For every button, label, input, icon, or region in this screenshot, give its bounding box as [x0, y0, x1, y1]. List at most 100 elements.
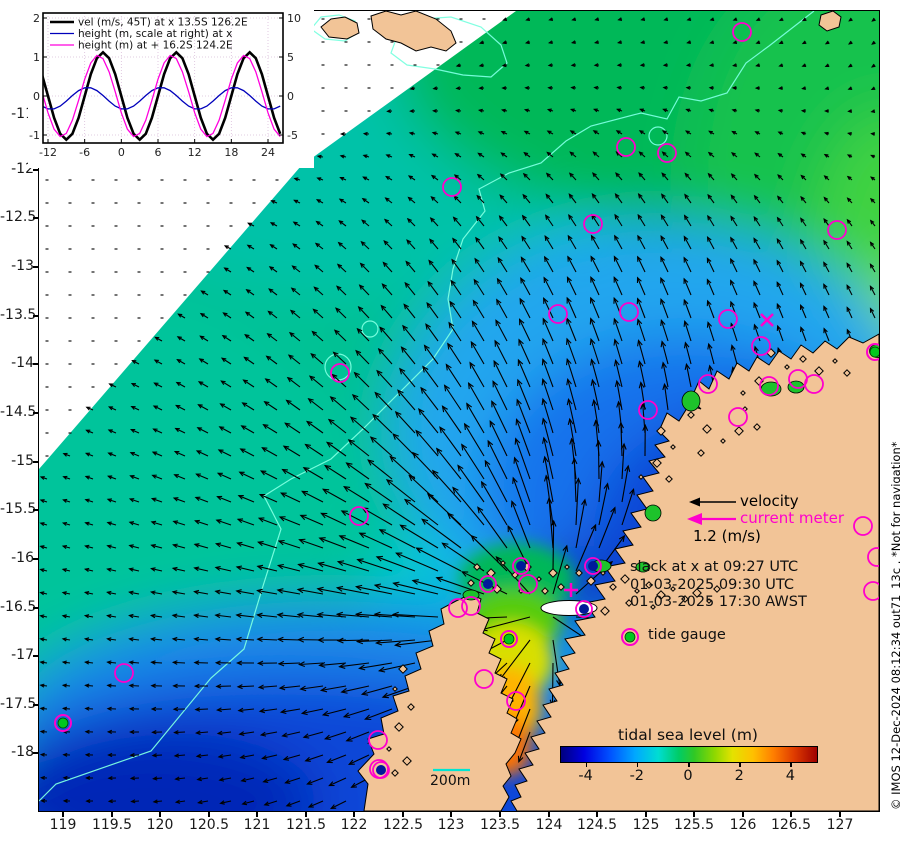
x-axis-tick-label: 122	[340, 817, 368, 833]
inset-legend-item: height (m) at + 16.2S 124.2E	[78, 40, 233, 52]
y-axis-tick-mark	[33, 266, 38, 268]
colorbar-gradient	[560, 746, 818, 763]
island-top-right	[818, 11, 842, 32]
tide-gauge-icon	[57, 717, 69, 729]
x-axis-tick-label: 122.5	[382, 817, 424, 833]
x-axis-tick-mark	[208, 812, 210, 817]
islet	[500, 560, 506, 566]
current-meter-legend-label: current meter	[740, 509, 844, 527]
current-meter-marker	[867, 547, 879, 567]
current-meter-marker	[575, 600, 593, 618]
x-axis-tick-label: 119	[49, 817, 77, 833]
current-meter-marker	[330, 363, 350, 383]
current-meter-marker	[372, 761, 390, 779]
islet	[670, 444, 676, 450]
y-axis-tick-label: -15	[11, 453, 34, 469]
x-axis-tick-label: 125	[632, 817, 660, 833]
islet	[670, 586, 676, 592]
svg-text:5: 5	[287, 51, 294, 64]
islet	[398, 664, 408, 674]
x-axis-tick-mark	[790, 812, 792, 817]
islet	[638, 474, 644, 480]
moored-instrument-dot	[516, 561, 526, 571]
x-axis-tick-label: 119.5	[91, 817, 133, 833]
x-axis-tick-label: 121.5	[285, 817, 327, 833]
current-meter-marker	[114, 663, 134, 683]
x-axis-tick-mark	[450, 812, 452, 817]
islet	[402, 756, 412, 766]
islet	[832, 358, 838, 364]
x-axis-tick-label: 127	[826, 817, 854, 833]
x-axis-tick-mark	[839, 812, 841, 817]
tide-gauge-legend-icon	[624, 631, 636, 643]
colorbar-tick-mark	[636, 763, 639, 767]
x-axis-tick-label: 120	[146, 817, 174, 833]
islet	[391, 769, 399, 777]
x-axis-tick-mark	[111, 812, 113, 817]
x-axis-tick-mark	[256, 812, 258, 817]
islet	[656, 426, 666, 436]
islet	[687, 411, 695, 419]
x-axis-tick-mark	[159, 812, 161, 817]
islet	[557, 583, 565, 591]
current-meter-marker	[853, 516, 873, 536]
y-axis-tick-label: -16.5	[0, 599, 37, 615]
tide-gauge-icon	[869, 346, 879, 358]
y-axis-tick-mark	[33, 412, 38, 414]
current-meter-marker	[751, 336, 771, 356]
svg-text:-12: -12	[39, 146, 57, 159]
islet	[740, 390, 746, 396]
x-axis-tick-label: 126	[729, 817, 757, 833]
tide-gauge-legend-label: tide gauge	[648, 627, 726, 643]
x-axis-tick-mark	[548, 812, 550, 817]
inset-legend-item: height (m, scale at right) at x	[78, 28, 232, 40]
inset-series-2	[43, 54, 281, 138]
current-meter-marker	[474, 669, 494, 689]
current-meter-marker	[728, 407, 748, 427]
inset-legend-item: vel (m/s, 45T) at x 13.5S 126.2E	[78, 17, 248, 29]
current-meter-marker	[759, 376, 779, 396]
y-axis-tick-label: -16	[11, 550, 34, 566]
svg-text:24: 24	[261, 146, 275, 159]
y-axis-tick-mark	[33, 217, 38, 219]
current-meter-marker	[548, 304, 568, 324]
y-axis-tick-mark	[33, 461, 38, 463]
current-meter-marker	[442, 177, 462, 197]
svg-text:6: 6	[154, 146, 161, 159]
x-axis-tick-label: 120.5	[188, 817, 230, 833]
land-polygons	[320, 11, 879, 811]
island-top-large	[370, 11, 457, 52]
tide-gauge-ring	[54, 714, 72, 732]
islet	[586, 576, 596, 586]
islet	[609, 583, 617, 591]
islet	[620, 574, 630, 584]
islet	[706, 598, 712, 604]
svg-text:12: 12	[188, 146, 202, 159]
current-meter-marker	[619, 302, 639, 322]
islet	[784, 364, 790, 370]
x-axis-tick-label: 124.5	[576, 817, 618, 833]
inset-series-0	[43, 50, 282, 142]
colorbar-tick-label: 2	[734, 768, 744, 784]
y-axis-tick-label: -15.5	[0, 501, 37, 517]
islet	[656, 590, 666, 600]
islet	[473, 563, 481, 571]
current-meter-marker	[732, 22, 752, 42]
x-axis-tick-mark	[742, 812, 744, 817]
islet	[575, 569, 583, 577]
x-axis-tick-mark	[499, 812, 501, 817]
islet	[692, 588, 702, 598]
colorbar-tick-label: -4	[578, 768, 593, 784]
y-axis-tick-mark	[33, 509, 38, 511]
x-axis-tick-label: 123	[437, 817, 465, 833]
islet	[600, 606, 610, 616]
current-meter-marker	[448, 598, 468, 618]
current-meter-marker	[512, 557, 530, 575]
station-markers	[54, 22, 879, 779]
islet	[625, 599, 633, 607]
current-meter-marker	[863, 581, 879, 601]
x-axis-tick-mark	[353, 812, 355, 817]
colorbar-tick-mark	[790, 763, 792, 767]
